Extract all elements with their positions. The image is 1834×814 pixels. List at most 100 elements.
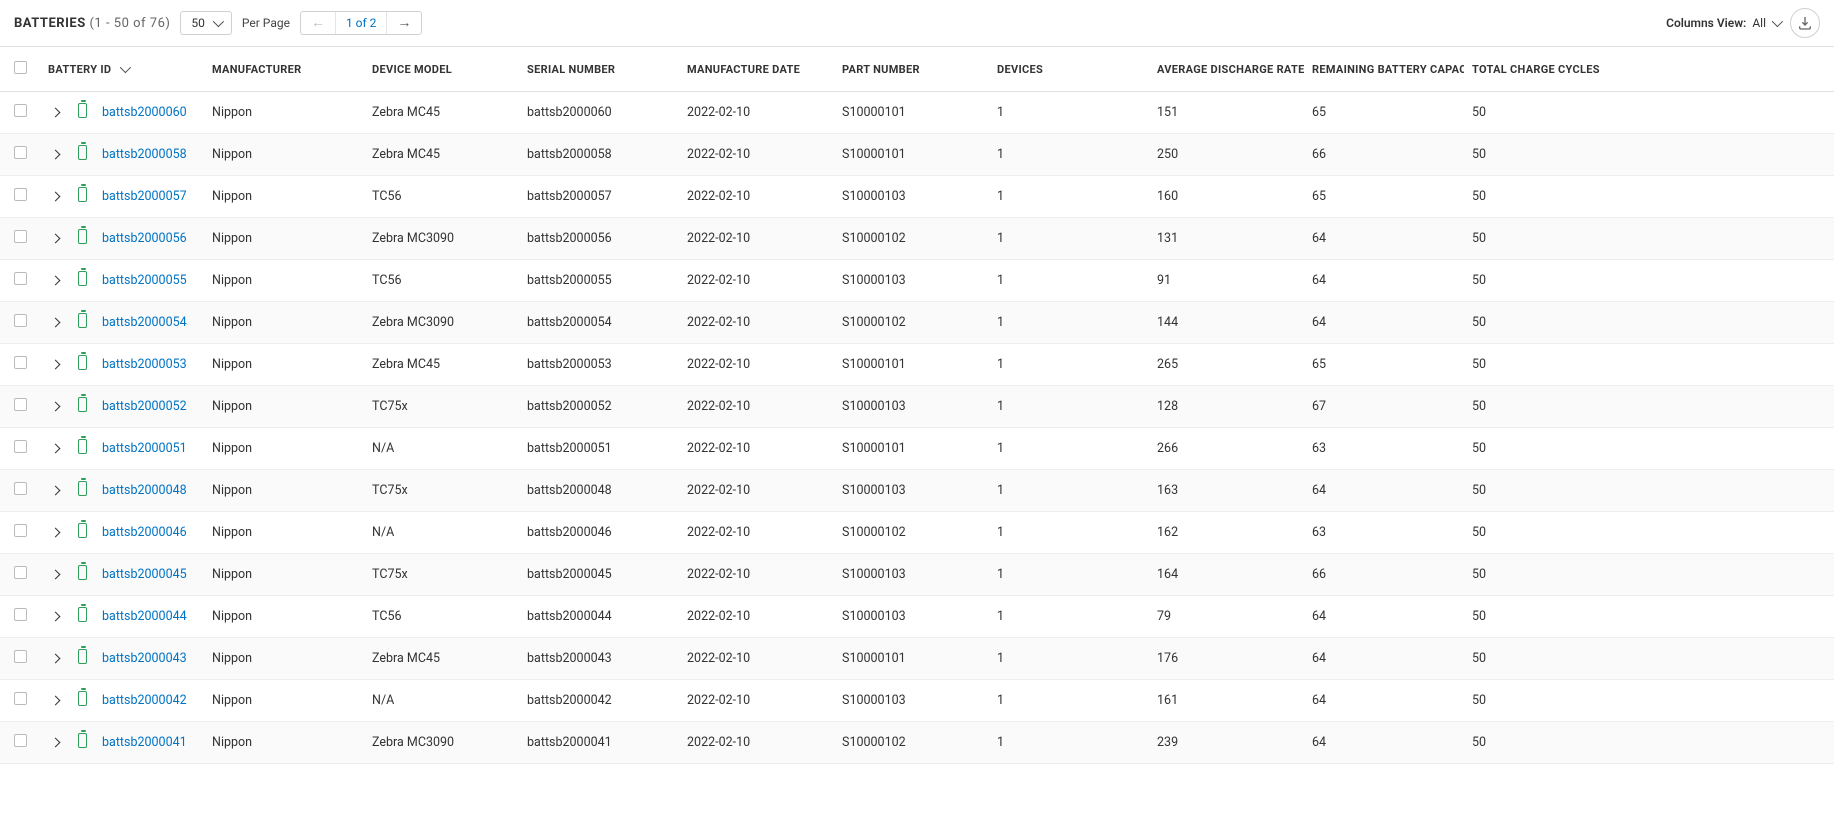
- battery-id-link[interactable]: battsb2000056: [102, 231, 187, 246]
- header-manufacture-date[interactable]: MANUFACTURE DATE: [679, 47, 834, 92]
- battery-id-link[interactable]: battsb2000044: [102, 609, 187, 624]
- cell-devices: 1: [989, 470, 1149, 512]
- row-checkbox[interactable]: [14, 356, 27, 369]
- table-row: battsb2000041NipponZebra MC3090battsb200…: [0, 722, 1834, 764]
- cell-devices: 1: [989, 134, 1149, 176]
- cell-part-number: S10000101: [834, 638, 989, 680]
- per-page-label: Per Page: [242, 16, 290, 30]
- cell-remaining-cap: 63: [1304, 512, 1464, 554]
- row-checkbox[interactable]: [14, 734, 27, 747]
- row-checkbox[interactable]: [14, 314, 27, 327]
- battery-id-link[interactable]: battsb2000042: [102, 693, 187, 708]
- cell-device-model: Zebra MC3090: [364, 722, 519, 764]
- battery-id-link[interactable]: battsb2000055: [102, 273, 187, 288]
- row-checkbox[interactable]: [14, 188, 27, 201]
- page-info[interactable]: 1 of 2: [335, 12, 387, 34]
- expand-row-icon[interactable]: [50, 150, 60, 160]
- cell-devices: 1: [989, 176, 1149, 218]
- battery-id-link[interactable]: battsb2000046: [102, 525, 187, 540]
- next-page-button[interactable]: →: [387, 12, 421, 34]
- cell-part-number: S10000101: [834, 92, 989, 134]
- row-checkbox[interactable]: [14, 650, 27, 663]
- expand-row-icon[interactable]: [50, 192, 60, 202]
- cell-manufacture-date: 2022-02-10: [679, 722, 834, 764]
- table-row: battsb2000060NipponZebra MC45battsb20000…: [0, 92, 1834, 134]
- battery-id-link[interactable]: battsb2000060: [102, 105, 187, 120]
- expand-row-icon[interactable]: [50, 276, 60, 286]
- expand-row-icon[interactable]: [50, 528, 60, 538]
- cell-serial-number: battsb2000044: [519, 596, 679, 638]
- cell-manufacture-date: 2022-02-10: [679, 344, 834, 386]
- cell-part-number: S10000103: [834, 176, 989, 218]
- cell-part-number: S10000103: [834, 596, 989, 638]
- cell-devices: 1: [989, 638, 1149, 680]
- cell-manufacture-date: 2022-02-10: [679, 428, 834, 470]
- row-checkbox[interactable]: [14, 524, 27, 537]
- expand-row-icon[interactable]: [50, 108, 60, 118]
- header-remaining-cap[interactable]: REMAINING BATTERY CAPACITY: [1304, 47, 1464, 92]
- expand-row-icon[interactable]: [50, 444, 60, 454]
- battery-id-link[interactable]: battsb2000041: [102, 735, 187, 750]
- cell-remaining-cap: 65: [1304, 344, 1464, 386]
- battery-id-link[interactable]: battsb2000052: [102, 399, 187, 414]
- header-part-number[interactable]: PART NUMBER: [834, 47, 989, 92]
- battery-id-link[interactable]: battsb2000051: [102, 441, 187, 456]
- cell-part-number: S10000102: [834, 218, 989, 260]
- table-header-row: BATTERY ID MANUFACTURER DEVICE MODEL SER…: [0, 47, 1834, 92]
- pager: ← 1 of 2 →: [300, 11, 422, 35]
- header-devices[interactable]: DEVICES: [989, 47, 1149, 92]
- battery-id-link[interactable]: battsb2000045: [102, 567, 187, 582]
- row-checkbox[interactable]: [14, 230, 27, 243]
- export-button[interactable]: [1790, 8, 1820, 38]
- header-manufacturer[interactable]: MANUFACTURER: [204, 47, 364, 92]
- battery-id-link[interactable]: battsb2000048: [102, 483, 187, 498]
- row-checkbox[interactable]: [14, 608, 27, 621]
- battery-icon: [78, 733, 87, 748]
- row-checkbox[interactable]: [14, 440, 27, 453]
- cell-total-charge: 50: [1464, 554, 1834, 596]
- expand-row-icon[interactable]: [50, 486, 60, 496]
- row-checkbox[interactable]: [14, 104, 27, 117]
- battery-icon: [78, 649, 87, 664]
- row-checkbox[interactable]: [14, 482, 27, 495]
- cell-avg-discharge: 265: [1149, 344, 1304, 386]
- expand-row-icon[interactable]: [50, 612, 60, 622]
- battery-icon: [78, 691, 87, 706]
- header-checkbox-cell: [0, 47, 40, 92]
- header-device-model[interactable]: DEVICE MODEL: [364, 47, 519, 92]
- expand-row-icon[interactable]: [50, 738, 60, 748]
- expand-row-icon[interactable]: [50, 570, 60, 580]
- header-serial-number[interactable]: SERIAL NUMBER: [519, 47, 679, 92]
- row-checkbox[interactable]: [14, 692, 27, 705]
- header-avg-discharge[interactable]: AVERAGE DISCHARGE RATE: [1149, 47, 1304, 92]
- expand-row-icon[interactable]: [50, 696, 60, 706]
- expand-row-icon[interactable]: [50, 318, 60, 328]
- cell-remaining-cap: 63: [1304, 428, 1464, 470]
- cell-avg-discharge: 164: [1149, 554, 1304, 596]
- expand-row-icon[interactable]: [50, 360, 60, 370]
- battery-id-link[interactable]: battsb2000054: [102, 315, 187, 330]
- expand-row-icon[interactable]: [50, 234, 60, 244]
- cell-total-charge: 50: [1464, 260, 1834, 302]
- columns-view-dropdown[interactable]: Columns View: All: [1666, 16, 1780, 30]
- battery-id-link[interactable]: battsb2000058: [102, 147, 187, 162]
- row-checkbox[interactable]: [14, 398, 27, 411]
- battery-id-link[interactable]: battsb2000057: [102, 189, 187, 204]
- header-total-charge[interactable]: TOTAL CHARGE CYCLES: [1464, 47, 1834, 92]
- expand-row-icon[interactable]: [50, 402, 60, 412]
- row-checkbox[interactable]: [14, 272, 27, 285]
- row-checkbox[interactable]: [14, 566, 27, 579]
- page-size-dropdown[interactable]: 50: [180, 11, 232, 35]
- cell-total-charge: 50: [1464, 92, 1834, 134]
- row-checkbox[interactable]: [14, 146, 27, 159]
- header-battery-id[interactable]: BATTERY ID: [40, 47, 204, 92]
- expand-row-icon[interactable]: [50, 654, 60, 664]
- table-row: battsb2000056NipponZebra MC3090battsb200…: [0, 218, 1834, 260]
- prev-page-button[interactable]: ←: [301, 12, 335, 34]
- select-all-checkbox[interactable]: [14, 61, 27, 74]
- cell-device-model: TC56: [364, 596, 519, 638]
- cell-devices: 1: [989, 428, 1149, 470]
- battery-id-link[interactable]: battsb2000053: [102, 357, 187, 372]
- batteries-table: BATTERY ID MANUFACTURER DEVICE MODEL SER…: [0, 47, 1834, 764]
- battery-id-link[interactable]: battsb2000043: [102, 651, 187, 666]
